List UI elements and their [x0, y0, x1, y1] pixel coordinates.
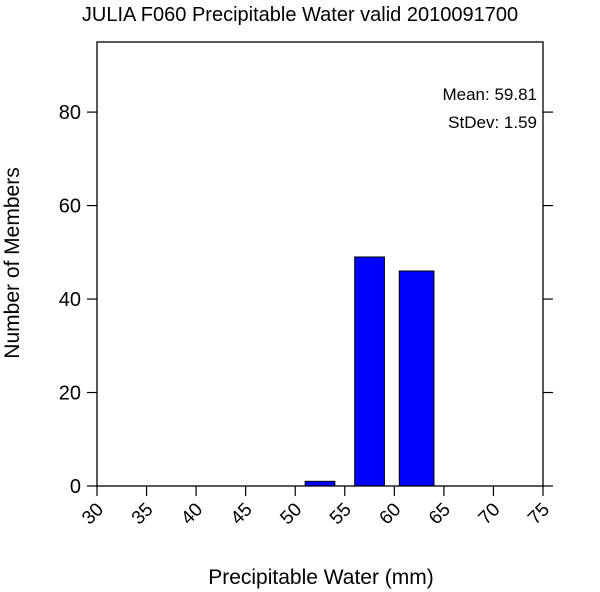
- y-tick-label: 0: [70, 476, 81, 498]
- x-tick-label: 45: [227, 499, 257, 529]
- histogram-bar: [354, 256, 385, 487]
- histogram-bar: [398, 270, 435, 487]
- plot-frame: [96, 41, 544, 487]
- y-tick-label: 20: [59, 383, 81, 405]
- y-tick-label: 80: [59, 102, 81, 124]
- stdev-annotation: StDev: 1.59: [448, 113, 537, 132]
- x-tick-label: 30: [78, 499, 108, 529]
- x-tick-label: 55: [326, 499, 356, 529]
- chart-title: JULIA F060 Precipitable Water valid 2010…: [82, 4, 518, 26]
- x-tick-label: 35: [128, 499, 158, 529]
- mean-annotation: Mean: 59.81: [442, 85, 537, 104]
- x-tick-label: 75: [524, 499, 554, 529]
- x-axis-label: Precipitable Water (mm): [208, 566, 434, 589]
- x-tick-label: 70: [475, 499, 505, 529]
- y-tick-label: 40: [59, 289, 81, 311]
- bars-layer: [304, 256, 435, 487]
- x-tick-label: 60: [376, 499, 406, 529]
- ticks-layer: 30 35 40 45 50 55 60 65 70 75 0 20 40 60 80: [59, 102, 554, 529]
- histogram-bar: [304, 480, 336, 487]
- x-tick-label: 65: [425, 499, 455, 529]
- x-tick-label: 50: [276, 499, 306, 529]
- y-tick-label: 60: [59, 196, 81, 218]
- x-tick-label: 40: [177, 499, 207, 529]
- y-axis-label: Number of Members: [1, 167, 24, 358]
